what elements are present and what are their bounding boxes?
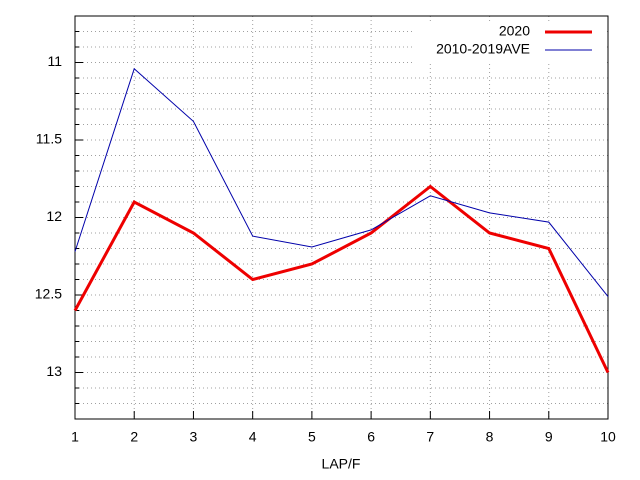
x-tick-label: 8 [486, 429, 494, 445]
y-tick-label: 11.5 [36, 131, 62, 147]
x-tick-label: 1 [71, 429, 79, 445]
y-tick-label: 13 [46, 363, 62, 379]
y-tick-label: 12 [46, 208, 62, 224]
x-tick-label: 2 [130, 429, 138, 445]
x-axis-label: LAP/F [322, 456, 361, 472]
x-tick-label: 4 [249, 429, 257, 445]
series-line [73, 184, 610, 374]
series-line [74, 67, 609, 297]
y-tick-label: 11 [47, 53, 62, 69]
legend-box [415, 22, 605, 64]
x-tick-label: 5 [308, 429, 316, 445]
legend-label: 2020 [499, 23, 530, 39]
x-tick-label: 9 [545, 429, 553, 445]
x-tick-label: 10 [600, 429, 616, 445]
x-tick-label: 3 [190, 429, 198, 445]
legend-label: 2010-2019AVE [436, 41, 530, 57]
x-tick-label: 7 [426, 429, 434, 445]
x-tick-label: 6 [367, 429, 375, 445]
plot-frame [74, 15, 609, 420]
y-tick-label: 12.5 [35, 286, 62, 302]
